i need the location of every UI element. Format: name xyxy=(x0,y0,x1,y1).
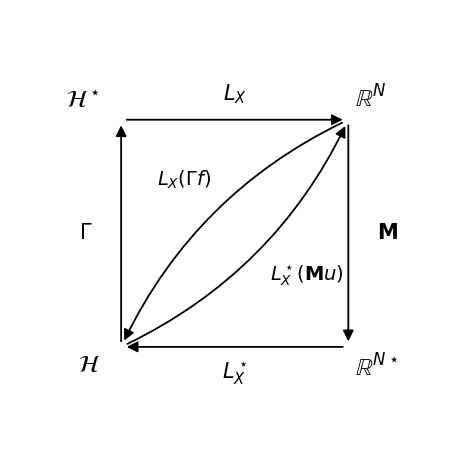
Text: $\Gamma$: $\Gamma$ xyxy=(79,223,93,243)
Text: $\mathbb{R}^{N\star}$: $\mathbb{R}^{N\star}$ xyxy=(355,354,399,381)
Text: $\mathbf{M}$: $\mathbf{M}$ xyxy=(376,223,398,243)
FancyArrowPatch shape xyxy=(117,128,125,341)
Text: $\mathcal{H}^\star$: $\mathcal{H}^\star$ xyxy=(66,90,100,113)
Text: $\mathbb{R}^N$: $\mathbb{R}^N$ xyxy=(355,85,387,113)
Text: $\mathcal{H}$: $\mathcal{H}$ xyxy=(78,354,100,377)
FancyArrowPatch shape xyxy=(129,342,343,351)
FancyArrowPatch shape xyxy=(127,116,341,124)
FancyArrowPatch shape xyxy=(125,123,342,339)
FancyArrowPatch shape xyxy=(127,128,344,344)
Text: $L_X^\star$: $L_X^\star$ xyxy=(222,361,247,387)
Text: $L_X$: $L_X$ xyxy=(223,82,247,105)
Text: $L_X^\star(\mathbf{M}u)$: $L_X^\star(\mathbf{M}u)$ xyxy=(270,264,344,288)
FancyArrowPatch shape xyxy=(344,125,353,339)
Text: $L_X(\Gamma f)$: $L_X(\Gamma f)$ xyxy=(157,169,211,191)
